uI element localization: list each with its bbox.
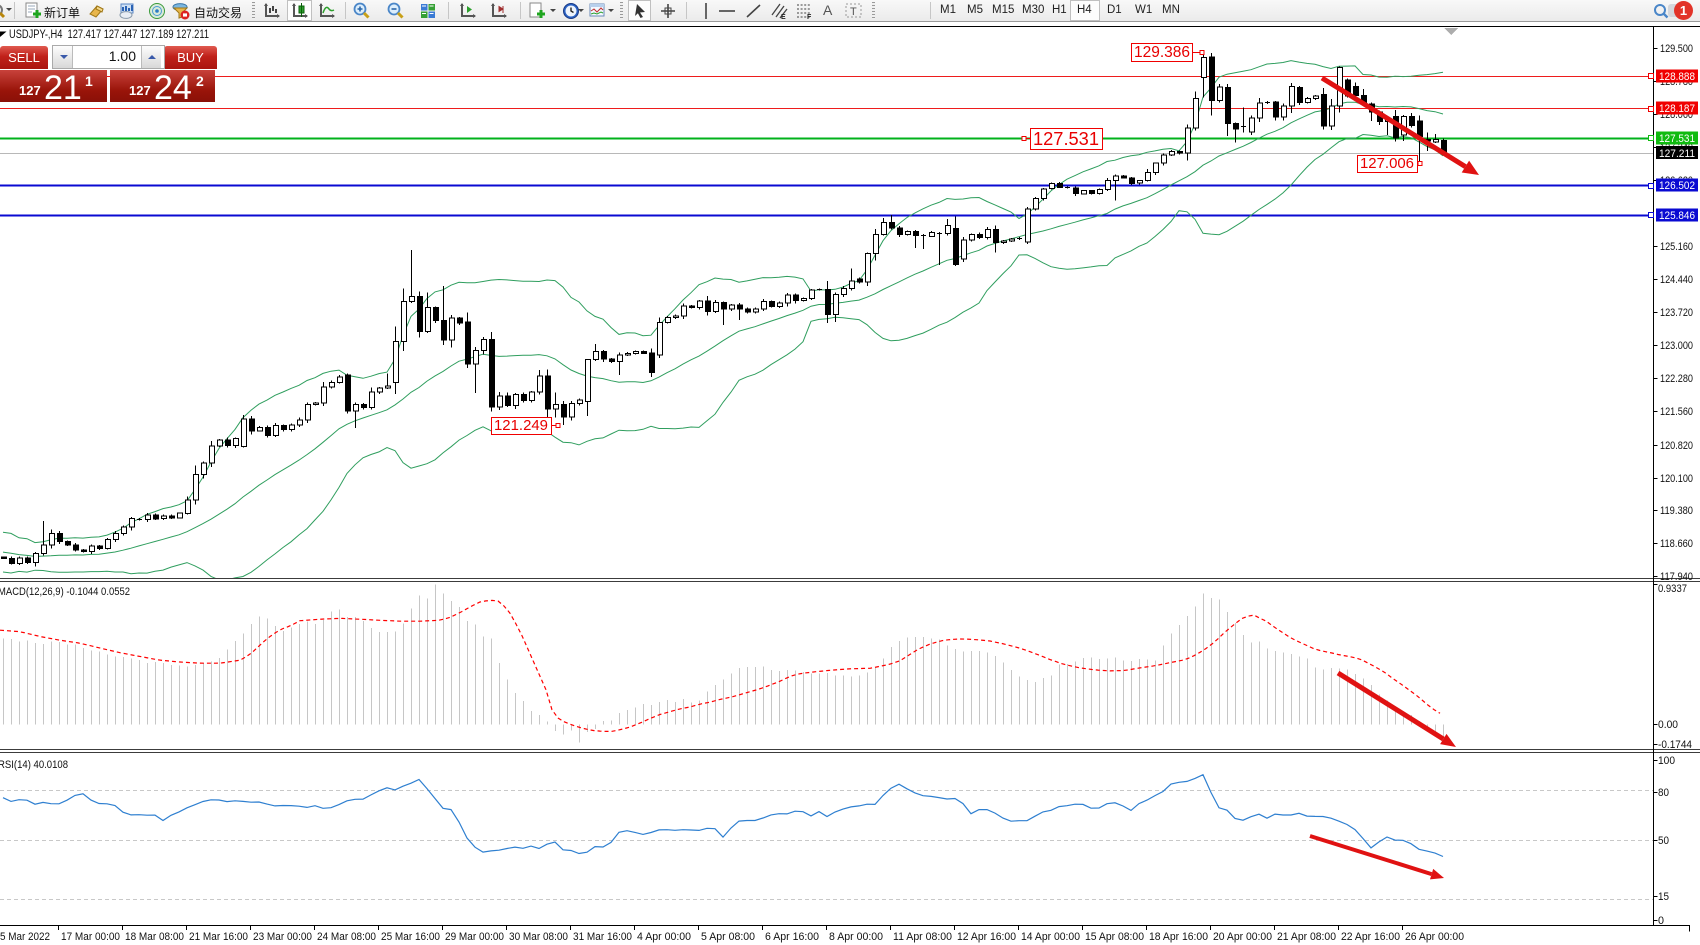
svg-text:120.820: 120.820 bbox=[1660, 440, 1693, 452]
svg-text:128.187: 128.187 bbox=[1659, 103, 1695, 115]
svg-text:29 Mar 00:00: 29 Mar 00:00 bbox=[445, 931, 504, 943]
svg-text:127.211: 127.211 bbox=[1659, 148, 1695, 160]
svg-text:-0.1744: -0.1744 bbox=[1658, 739, 1692, 751]
svg-text:100: 100 bbox=[1658, 755, 1675, 767]
svg-text:21 Mar 16:00: 21 Mar 16:00 bbox=[189, 931, 248, 943]
svg-text:11 Apr 08:00: 11 Apr 08:00 bbox=[893, 931, 952, 943]
svg-text:T: T bbox=[850, 6, 857, 18]
svg-text:12 Apr 16:00: 12 Apr 16:00 bbox=[957, 931, 1016, 943]
svg-text:RSI(14) 40.0108: RSI(14) 40.0108 bbox=[0, 759, 68, 771]
svg-text:127.531: 127.531 bbox=[1033, 129, 1099, 149]
svg-text:23 Mar 00:00: 23 Mar 00:00 bbox=[253, 931, 312, 943]
svg-text:0: 0 bbox=[1658, 915, 1664, 927]
svg-text:0.9337: 0.9337 bbox=[1658, 583, 1687, 595]
svg-text:118.660: 118.660 bbox=[1660, 538, 1693, 550]
svg-text:25 Mar 16:00: 25 Mar 16:00 bbox=[381, 931, 440, 943]
svg-text:5 Apr 08:00: 5 Apr 08:00 bbox=[701, 931, 755, 943]
svg-text:15: 15 bbox=[1658, 891, 1669, 903]
svg-text:125.846: 125.846 bbox=[1659, 210, 1695, 222]
svg-text:123.000: 123.000 bbox=[1660, 340, 1693, 352]
svg-text:18 Mar 08:00: 18 Mar 08:00 bbox=[125, 931, 184, 943]
svg-text:129.386: 129.386 bbox=[1134, 44, 1190, 61]
svg-text:123.720: 123.720 bbox=[1660, 307, 1693, 319]
svg-text:18 Apr 16:00: 18 Apr 16:00 bbox=[1149, 931, 1208, 943]
svg-text:8 Apr 00:00: 8 Apr 00:00 bbox=[829, 931, 883, 943]
svg-text:USDJPY-,H4 127.417 127.447 12: USDJPY-,H4 127.417 127.447 127.189 127.2… bbox=[9, 29, 209, 41]
svg-text:125.160: 125.160 bbox=[1660, 241, 1693, 253]
svg-text:6 Apr 16:00: 6 Apr 16:00 bbox=[765, 931, 819, 943]
svg-text:127.006: 127.006 bbox=[1360, 155, 1414, 172]
svg-text:121.249: 121.249 bbox=[494, 417, 548, 434]
svg-text:127.531: 127.531 bbox=[1659, 133, 1695, 145]
svg-text:126.502: 126.502 bbox=[1659, 180, 1695, 192]
svg-text:F: F bbox=[807, 14, 812, 20]
svg-text:26 Apr 00:00: 26 Apr 00:00 bbox=[1405, 931, 1464, 943]
svg-text:122.280: 122.280 bbox=[1660, 373, 1693, 385]
svg-text:E: E bbox=[781, 14, 786, 20]
svg-text:30 Mar 08:00: 30 Mar 08:00 bbox=[509, 931, 568, 943]
svg-text:20 Apr 00:00: 20 Apr 00:00 bbox=[1213, 931, 1272, 943]
svg-text:119.380: 119.380 bbox=[1660, 505, 1693, 517]
svg-text:31 Mar 16:00: 31 Mar 16:00 bbox=[573, 931, 632, 943]
svg-text:120.100: 120.100 bbox=[1660, 473, 1693, 485]
svg-text:129.500: 129.500 bbox=[1660, 43, 1693, 55]
svg-text:50: 50 bbox=[1658, 835, 1669, 847]
svg-text:0.00: 0.00 bbox=[1658, 719, 1678, 731]
svg-text:80: 80 bbox=[1658, 787, 1669, 799]
svg-text:4 Apr 00:00: 4 Apr 00:00 bbox=[637, 931, 691, 943]
svg-text:117.940: 117.940 bbox=[1660, 571, 1693, 583]
svg-text:MACD(12,26,9) -0.1044 0.0552: MACD(12,26,9) -0.1044 0.0552 bbox=[0, 586, 130, 598]
svg-text:24 Mar 08:00: 24 Mar 08:00 bbox=[317, 931, 376, 943]
svg-text:22 Apr 16:00: 22 Apr 16:00 bbox=[1341, 931, 1400, 943]
svg-text:21 Apr 08:00: 21 Apr 08:00 bbox=[1277, 931, 1336, 943]
svg-text:5 Mar 2022: 5 Mar 2022 bbox=[0, 931, 50, 943]
svg-text:14 Apr 00:00: 14 Apr 00:00 bbox=[1021, 931, 1080, 943]
svg-text:15 Apr 08:00: 15 Apr 08:00 bbox=[1085, 931, 1144, 943]
svg-text:128.888: 128.888 bbox=[1659, 71, 1695, 83]
svg-text:17 Mar 00:00: 17 Mar 00:00 bbox=[61, 931, 120, 943]
svg-text:121.560: 121.560 bbox=[1660, 406, 1693, 418]
svg-text:124.440: 124.440 bbox=[1660, 274, 1693, 286]
